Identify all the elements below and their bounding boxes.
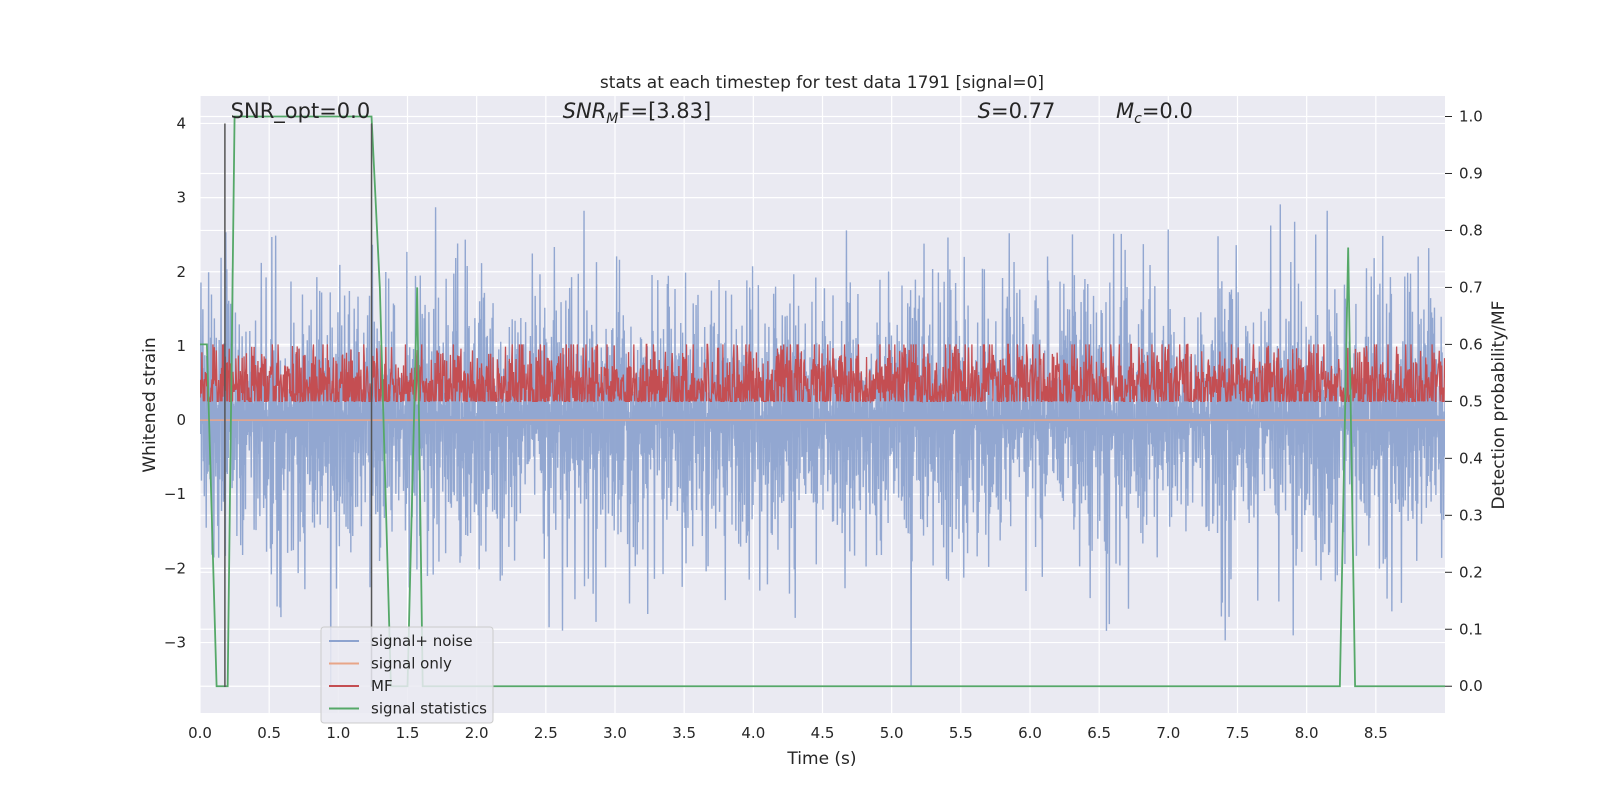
x-tick-label: 5.0 — [880, 724, 904, 742]
ticks: 0.0 0.5 1.0 1.5 2.0 2.5 3.0 3.5 4.0 4.5 5.0 5.5 6.0 6… — [164, 108, 1483, 742]
y-tick-label-right: 0.1 — [1459, 620, 1483, 638]
legend-label: signal statistics — [371, 700, 487, 718]
x-tick-label: 4.5 — [811, 724, 835, 742]
y-tick-label-left: 2 — [176, 263, 186, 281]
legend-label: signal only — [371, 655, 452, 673]
x-tick-label: 2.5 — [534, 724, 558, 742]
y-tick-label-right: 0.9 — [1459, 164, 1483, 182]
x-tick-label: 6.0 — [1018, 724, 1042, 742]
x-tick-label: 4.0 — [741, 724, 765, 742]
y-tick-label-right: 1.0 — [1459, 108, 1483, 126]
y-tick-label-left: −3 — [164, 634, 186, 652]
series-signal-noise — [200, 204, 1445, 688]
x-tick-label: 8.5 — [1364, 724, 1388, 742]
x-tick-label: 7.5 — [1226, 724, 1250, 742]
x-axis-label: Time (s) — [786, 749, 856, 769]
x-tick-label: 7.0 — [1156, 724, 1180, 742]
y-tick-label-left: −1 — [164, 485, 186, 503]
x-tick-label: 1.5 — [396, 724, 420, 742]
x-tick-label: 0.0 — [188, 724, 212, 742]
legend-label: MF — [371, 677, 393, 695]
x-tick-label: 0.5 — [257, 724, 281, 742]
chart-title: stats at each timestep for test data 179… — [600, 73, 1044, 93]
x-tick-label: 5.5 — [949, 724, 973, 742]
x-tick-label: 1.0 — [326, 724, 350, 742]
y-tick-label-left: 1 — [176, 337, 186, 355]
annotation-text: S=0.77 — [978, 99, 1056, 123]
x-tick-label: 8.0 — [1295, 724, 1319, 742]
legend: signal+ noise signal only MF signal statist… — [320, 626, 494, 724]
x-tick-label: 2.0 — [465, 724, 489, 742]
annotation-text: Mc=0.0 — [1116, 99, 1193, 127]
y-tick-label-right: 0.0 — [1459, 677, 1483, 695]
y-tick-label-right: 0.8 — [1459, 221, 1483, 239]
y-tick-label-right: 0.3 — [1459, 506, 1483, 524]
y-tick-label-right: 0.6 — [1459, 335, 1483, 353]
annotation-text: SNRMF=[3.83] — [563, 99, 712, 127]
y-tick-label-left: 3 — [176, 189, 186, 207]
y-axis-label-left: Whitened strain — [140, 337, 160, 472]
y-axis-label-right: Detection probability/MF — [1489, 301, 1509, 510]
legend-box — [320, 626, 494, 724]
legend-label: signal+ noise — [371, 632, 473, 650]
x-tick-label: 6.5 — [1087, 724, 1111, 742]
annotation-text: SNR_opt=0.0 — [231, 99, 371, 124]
annotations: SNR_opt=0.0 SNRMF=[3.83] S=0.77 Mc=0.0 — [231, 99, 1193, 127]
x-tick-label: 3.0 — [603, 724, 627, 742]
y-tick-label-right: 0.5 — [1459, 392, 1483, 410]
y-tick-label-right: 0.7 — [1459, 278, 1483, 296]
y-tick-label-left: 4 — [176, 114, 186, 132]
y-tick-label-right: 0.2 — [1459, 563, 1483, 581]
y-tick-label-left: −2 — [164, 559, 186, 577]
y-tick-label-right: 0.4 — [1459, 449, 1483, 467]
series-mf — [200, 343, 1445, 404]
x-tick-label: 3.5 — [672, 724, 696, 742]
y-tick-label-left: 0 — [176, 411, 186, 429]
